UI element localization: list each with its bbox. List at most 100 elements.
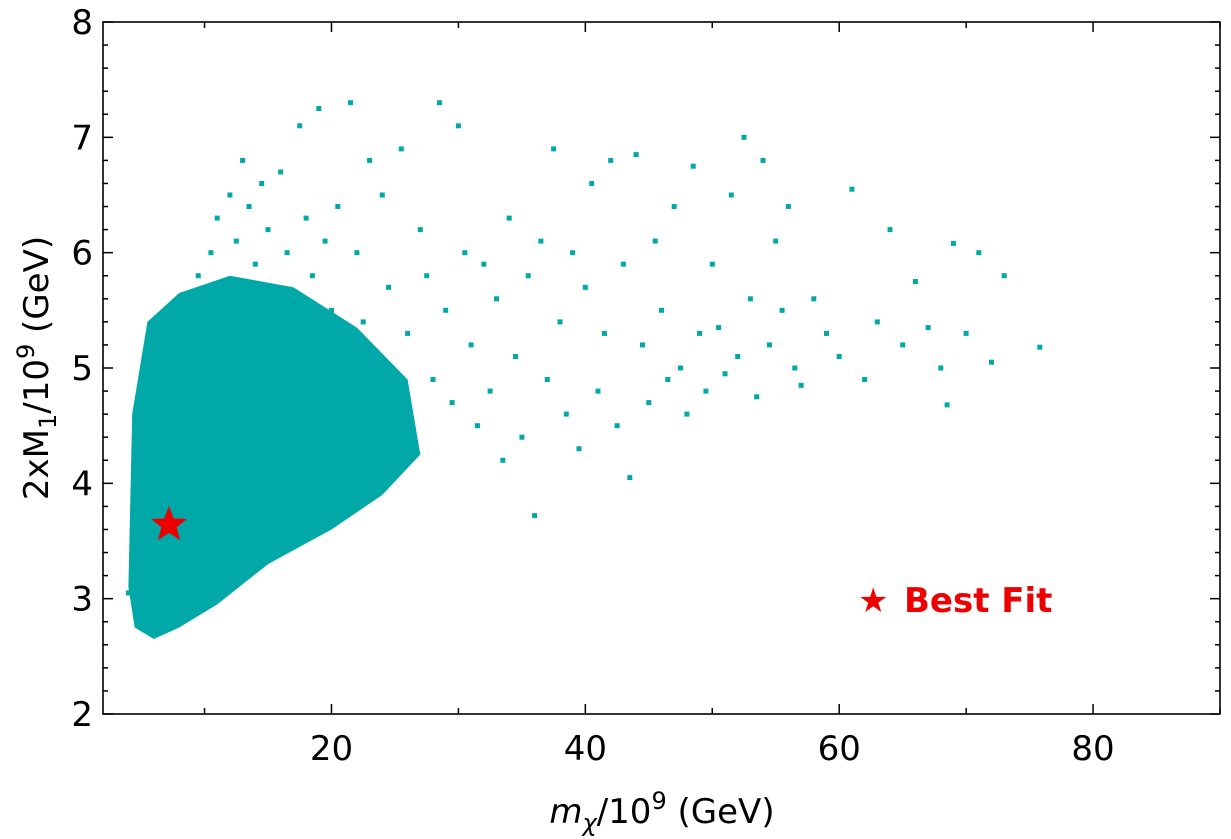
x-axis-label-base: /10: [597, 792, 652, 832]
y-axis-label-exp: 9: [12, 344, 40, 359]
data-point: [938, 365, 944, 371]
data-point: [989, 359, 994, 365]
data-point: [405, 330, 411, 336]
y-tick-label: 5: [71, 349, 93, 389]
y-axis-label-sub: 1: [34, 414, 62, 429]
data-point: [716, 325, 722, 331]
data-point: [278, 169, 284, 175]
data-point: [164, 400, 169, 406]
x-tick-label: 40: [564, 729, 607, 769]
data-point: [754, 394, 760, 400]
data-point: [811, 296, 817, 302]
y-tick-label: 4: [71, 464, 93, 504]
data-point: [360, 319, 366, 325]
data-point: [290, 319, 296, 325]
data-point: [627, 475, 633, 481]
data-point: [144, 538, 150, 544]
data-point: [221, 284, 227, 290]
data-point: [1037, 344, 1043, 350]
data-point: [963, 330, 969, 336]
data-point: [862, 377, 868, 382]
data-point: [779, 307, 785, 313]
data-point: [773, 238, 779, 244]
data-point: [246, 204, 252, 209]
y-axis-label-base: /10: [17, 359, 57, 414]
data-point: [582, 284, 588, 290]
data-point: [354, 250, 360, 256]
data-point: [544, 377, 550, 382]
data-point: [944, 402, 950, 408]
ticks-layer: 20 40 60 80 2 3 4 5 6 7 8: [71, 3, 1221, 769]
data-point: [455, 123, 461, 129]
data-point: [747, 296, 753, 302]
data-point: [259, 181, 265, 186]
data-point: [443, 307, 449, 313]
data-point: [297, 123, 303, 129]
data-point: [735, 354, 741, 359]
data-point: [481, 261, 487, 267]
data-point: [589, 181, 595, 186]
data-point: [513, 354, 518, 359]
legend: ★ Best Fit: [858, 581, 1052, 621]
data-point: [690, 163, 696, 169]
data-point: [887, 227, 893, 233]
legend-label: Best Fit: [904, 581, 1052, 621]
data-point: [709, 261, 715, 267]
data-point: [633, 152, 639, 158]
data-point: [208, 250, 214, 256]
data-point: [183, 377, 188, 382]
data-point: [766, 342, 772, 348]
data-point: [614, 423, 620, 429]
data-point: [430, 377, 436, 382]
data-point: [271, 296, 277, 302]
data-point: [671, 204, 677, 209]
y-tick-label: 2: [71, 695, 93, 735]
y-axis-label-unit: (GeV): [17, 236, 57, 344]
x-tick-label: 20: [310, 729, 353, 769]
data-point: [538, 238, 544, 244]
data-point: [760, 157, 766, 163]
y-tick-label: 6: [71, 234, 93, 274]
data-point: [132, 573, 138, 579]
data-point: [525, 273, 531, 279]
data-point: [424, 273, 430, 279]
data-point: [436, 100, 442, 106]
data-point: [373, 365, 379, 371]
y-tick-label: 7: [71, 118, 93, 158]
data-point: [449, 400, 455, 406]
points-layer: [125, 100, 1043, 639]
x-axis-label-sub: χ: [581, 809, 598, 837]
data-point: [722, 371, 728, 377]
y-axis-label-pre: 2xM: [17, 429, 57, 500]
data-point: [785, 204, 791, 209]
data-point: [728, 192, 734, 198]
data-point: [494, 296, 499, 302]
data-point: [392, 411, 398, 417]
data-point: [608, 157, 614, 163]
x-axis-label-unit: (GeV): [667, 792, 775, 832]
data-point: [652, 238, 658, 244]
data-point: [798, 382, 804, 388]
data-point: [792, 365, 798, 371]
y-axis-label: 2xM1/109 (GeV): [12, 236, 62, 500]
data-point: [195, 273, 201, 279]
data-point: [329, 307, 334, 313]
data-point: [570, 250, 576, 256]
data-point: [950, 240, 956, 246]
data-point: [386, 284, 392, 290]
data-point: [233, 238, 239, 244]
data-point: [900, 342, 906, 348]
data-point: [411, 434, 417, 440]
data-point: [563, 411, 569, 417]
data-point: [684, 411, 690, 417]
data-point: [335, 204, 341, 209]
data-point: [659, 307, 664, 313]
y-tick-label: 8: [71, 3, 93, 43]
data-point: [551, 146, 557, 152]
dense-point-cloud: [128, 275, 421, 639]
data-point: [678, 365, 683, 371]
data-point: [170, 354, 176, 359]
x-tick-label: 60: [818, 729, 861, 769]
data-point: [341, 342, 347, 348]
